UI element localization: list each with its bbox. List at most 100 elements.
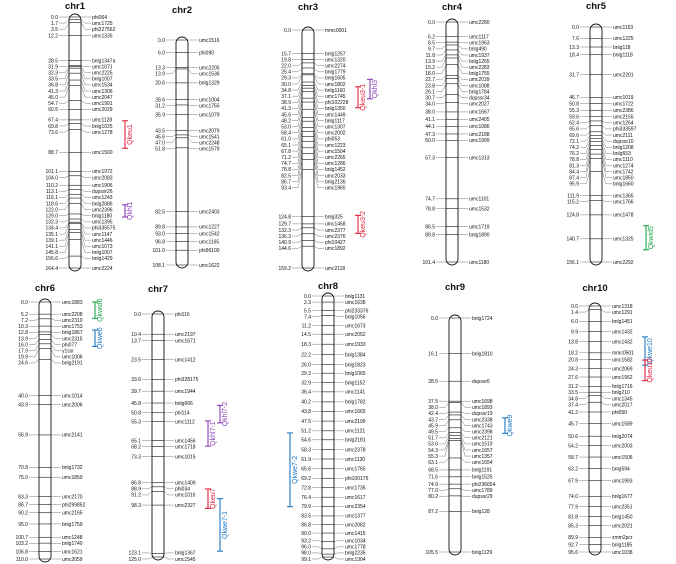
marker-position: 43.7 bbox=[428, 417, 438, 423]
position-leader bbox=[59, 129, 70, 133]
marker-position: 31.7 bbox=[569, 73, 579, 79]
marker-name: dupssr6 bbox=[472, 379, 490, 385]
marker-name: umc1038 bbox=[612, 550, 633, 556]
marker-name: umc1395 bbox=[92, 220, 113, 226]
marker-leader bbox=[313, 159, 324, 182]
marker-name: phi114 bbox=[175, 411, 190, 417]
marker-position: 74.2 bbox=[569, 145, 579, 151]
marker-name: umc1415 bbox=[345, 531, 366, 537]
marker-position: 54.6 bbox=[301, 438, 311, 444]
marker-position: 53.0 bbox=[428, 442, 438, 448]
marker-leader bbox=[80, 197, 91, 204]
marker: 84.4 umc1742 bbox=[569, 153, 634, 175]
marker-position: 18.3 bbox=[301, 342, 311, 348]
marker-position: 101.1 bbox=[45, 169, 58, 175]
marker-position: 31.2 bbox=[155, 103, 165, 109]
marker-name: bnlg653 bbox=[613, 151, 631, 157]
marker-leader bbox=[50, 334, 61, 339]
marker: 13.3 umc2205 bbox=[155, 65, 220, 71]
marker-name: bnlg1007 bbox=[92, 77, 113, 83]
position-leader bbox=[29, 359, 40, 364]
marker: 38.9 phi102228 bbox=[281, 87, 349, 106]
marker-position: 33.5 bbox=[48, 77, 58, 83]
marker-position: 91.2 bbox=[131, 493, 141, 499]
marker-position: 11.8 bbox=[426, 53, 436, 59]
chromosome-bar bbox=[321, 292, 335, 561]
position-leader bbox=[59, 194, 70, 198]
position-leader bbox=[166, 137, 177, 143]
marker-name: umc1101 bbox=[469, 197, 489, 203]
marker-position: 7.4 bbox=[304, 314, 311, 320]
marker-name: umc1243 bbox=[92, 195, 113, 201]
marker: 26.1 bnlg1784 bbox=[425, 83, 490, 95]
marker: 72.1 dupssr10 bbox=[569, 135, 634, 145]
marker-position: 82.5 bbox=[155, 210, 165, 216]
qtl-label: Qkwe9 bbox=[507, 415, 514, 437]
marker-position: 65.6 bbox=[301, 467, 311, 473]
marker-position: 84.4 bbox=[569, 169, 579, 175]
marker-name: umc2052 bbox=[345, 332, 366, 338]
chromosome-name: chr4 bbox=[442, 2, 463, 13]
marker: 19.8 umc1320 bbox=[281, 57, 346, 63]
marker-position: 87.4 bbox=[569, 176, 579, 182]
position-leader bbox=[59, 22, 70, 30]
marker: 3.5 phi227562 bbox=[51, 22, 116, 33]
marker-position: 31.2 bbox=[568, 384, 578, 390]
marker-name: umc2155 bbox=[613, 115, 634, 121]
marker-name: phi077 bbox=[62, 342, 77, 348]
marker-name: umc1307 bbox=[325, 125, 346, 131]
marker-position: 65.1 bbox=[131, 438, 141, 444]
marker-name: umc1306 bbox=[92, 89, 113, 95]
marker-position: 43.5 bbox=[155, 128, 165, 134]
marker-leader bbox=[80, 189, 91, 192]
marker-name: umc1153 bbox=[613, 25, 633, 31]
marker: 46.7 umc1019 bbox=[569, 95, 634, 101]
qtl-interval: Qkwe9 bbox=[502, 415, 514, 437]
marker-position: 63.2 bbox=[568, 466, 578, 472]
marker-name: bnlg325 bbox=[325, 214, 343, 220]
marker: 0.0 phi116 bbox=[134, 312, 190, 318]
marker: 6.2 umc1117 bbox=[428, 34, 489, 40]
marker: 43.9 umc2006 bbox=[18, 402, 83, 408]
marker-position: 12.8 bbox=[18, 330, 28, 336]
position-leader bbox=[292, 240, 303, 243]
marker-position: 47.3 bbox=[425, 132, 435, 138]
marker-position: 0.0 bbox=[51, 15, 58, 21]
marker-position: 65.1 bbox=[281, 143, 291, 149]
marker-leader bbox=[333, 315, 344, 317]
marker-position: 113.1 bbox=[46, 189, 58, 195]
position-leader bbox=[29, 348, 40, 358]
marker-name: umc1582 bbox=[612, 357, 633, 363]
marker: 110.2 umc1906 bbox=[46, 183, 113, 189]
marker: 34.8 bnlg1160 bbox=[281, 81, 345, 94]
marker-name: phi236654 bbox=[472, 482, 496, 488]
marker-name: umc1589 bbox=[612, 421, 633, 427]
marker-name: umc1320 bbox=[325, 57, 346, 63]
marker-name: umc1965 bbox=[325, 186, 346, 192]
marker-position: 134.4 bbox=[45, 226, 58, 232]
marker-position: 51.2 bbox=[301, 429, 311, 435]
marker-name: umc2199 bbox=[345, 419, 366, 425]
chromosome-chr5: chr5 0.0 umc1153 7.6 umc1225 13.3 bnlg118 18.4 b… bbox=[566, 1, 636, 266]
chromosome-bar bbox=[68, 13, 82, 272]
marker-name: umc1753 bbox=[62, 324, 83, 330]
marker: 25.4 bnlg1779 bbox=[281, 67, 346, 76]
marker-position: 31.9 bbox=[48, 64, 58, 70]
marker-leader bbox=[457, 54, 468, 62]
marker-name: bnlg1890 bbox=[469, 232, 490, 238]
marker-name: bnlg1740 bbox=[62, 541, 83, 547]
marker-position: 101.4 bbox=[422, 260, 435, 266]
marker-name: umc1432 bbox=[612, 329, 633, 335]
marker-name: umc1673 bbox=[345, 323, 366, 329]
chromosome-bar bbox=[38, 298, 52, 563]
marker-position: 43.9 bbox=[18, 402, 28, 408]
chromosome-bar bbox=[448, 314, 462, 556]
marker-name: umc2338 bbox=[472, 417, 493, 423]
marker-leader bbox=[80, 222, 91, 229]
chromosome-name: chr6 bbox=[35, 283, 55, 294]
marker-name: umc1534 bbox=[92, 83, 113, 89]
marker-name: dupssr10 bbox=[613, 139, 634, 145]
marker: 44.1 umc1086 bbox=[425, 124, 490, 130]
marker-position: 24.6 bbox=[18, 361, 28, 367]
qtl-label: Qkeu7 bbox=[210, 488, 217, 509]
